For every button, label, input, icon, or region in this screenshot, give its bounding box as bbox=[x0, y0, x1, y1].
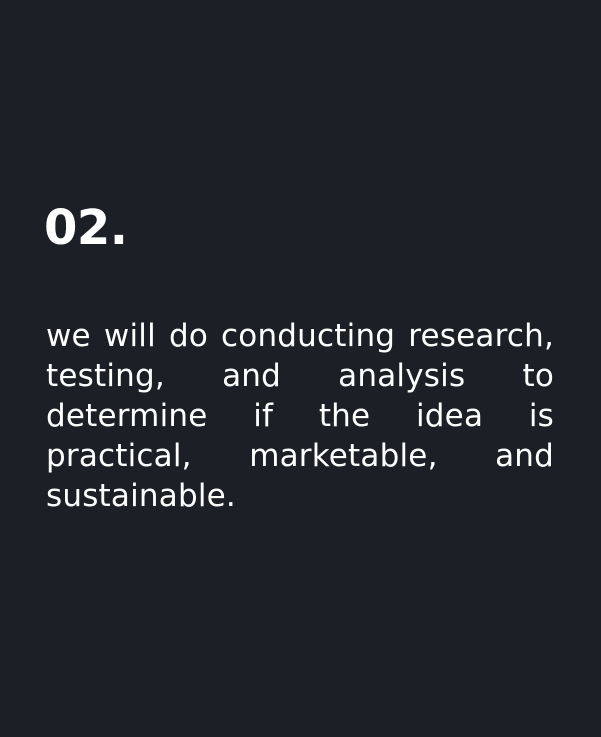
step-description: we will do conducting research, testing,… bbox=[46, 318, 554, 514]
step-number: 02. bbox=[44, 200, 128, 256]
